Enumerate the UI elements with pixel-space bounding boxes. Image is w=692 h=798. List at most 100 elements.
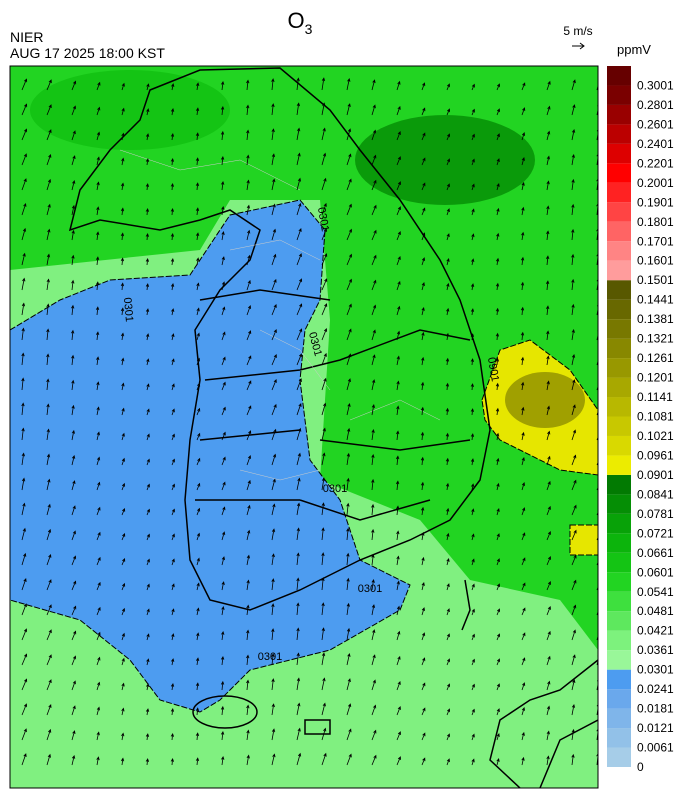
wind-arrow <box>96 156 100 166</box>
colorbar-box <box>607 202 631 222</box>
field-lowest <box>10 199 411 713</box>
wind-arrow <box>421 506 425 516</box>
wind-arrow <box>271 528 276 541</box>
wind-arrow <box>170 182 175 191</box>
wind-arrow <box>396 130 401 141</box>
wind-arrow <box>246 305 252 316</box>
wind-arrow <box>171 308 175 316</box>
wind-arrow <box>46 79 52 91</box>
wind-arrow <box>496 207 500 216</box>
wind-arrow <box>446 608 450 616</box>
wind-arrow <box>471 133 475 141</box>
wind-arrow <box>321 328 328 341</box>
wind-arrow <box>171 558 175 566</box>
wind-arrow <box>271 253 277 266</box>
wind-arrow <box>271 78 275 91</box>
wind-arrow <box>421 331 425 341</box>
wind-arrow <box>571 79 576 91</box>
wind-arrow <box>546 530 551 541</box>
wind-arrow <box>96 631 101 641</box>
wind-arrow <box>46 629 52 641</box>
wind-arrow <box>271 553 275 566</box>
wind-arrow <box>171 533 175 541</box>
wind-arrow <box>546 630 551 641</box>
wind-arrow <box>520 356 525 366</box>
wind-arrow <box>321 352 327 366</box>
wind-arrow <box>571 479 577 491</box>
wind-arrow <box>195 232 200 241</box>
wind-arrow <box>346 753 352 766</box>
colorbar-box <box>607 416 631 436</box>
wind-arrow <box>321 627 325 641</box>
colorbar-label: 0.1501 <box>637 273 674 287</box>
wind-arrow <box>421 707 426 716</box>
wind-arrow <box>221 331 226 341</box>
colorbar-box <box>607 221 631 242</box>
wind-arrow <box>96 456 101 466</box>
wind-arrow <box>371 704 377 716</box>
wind-arrow <box>145 283 150 291</box>
wind-arrow <box>496 457 500 466</box>
colorbar-label: 0.0721 <box>637 526 674 540</box>
wind-arrow <box>21 753 27 766</box>
wind-arrow <box>496 708 500 716</box>
wind-arrow <box>21 327 25 341</box>
wind-arrow <box>496 83 501 91</box>
wind-arrow <box>521 231 525 241</box>
wind-arrow <box>220 130 225 141</box>
wind-arrow <box>520 281 525 291</box>
wind-arrow <box>496 633 501 641</box>
wind-arrow <box>121 132 125 141</box>
wind-arrow <box>171 408 175 416</box>
wind-arrow <box>470 458 475 466</box>
wind-arrow <box>496 133 500 141</box>
colorbar-box <box>607 66 631 86</box>
colorbar-unit: ppmV <box>617 42 651 57</box>
wind-arrow <box>120 282 125 291</box>
wind-arrow <box>496 108 500 116</box>
wind-arrow <box>146 583 150 591</box>
wind-arrow <box>546 655 551 666</box>
wind-arrow <box>396 380 400 391</box>
wind-arrow <box>121 357 125 366</box>
colorbar-box <box>607 85 631 105</box>
wind-arrow <box>195 107 200 116</box>
wind-arrow <box>146 633 150 641</box>
wind-arrow <box>421 732 426 741</box>
wind-arrow <box>271 603 275 616</box>
wind-arrow <box>296 502 301 516</box>
wind-arrow <box>171 433 175 441</box>
wind-arrow <box>546 605 551 616</box>
wind-arrow <box>346 627 351 641</box>
wind-arrow <box>96 606 101 616</box>
wind-arrow <box>296 527 300 541</box>
wind-arrow <box>571 153 575 166</box>
wind-arrow <box>396 580 400 591</box>
colorbar-box <box>607 241 631 261</box>
wind-arrow <box>271 403 277 416</box>
wind-arrow <box>470 283 475 291</box>
wind-arrow <box>471 658 475 666</box>
wind-arrow <box>170 133 175 141</box>
wind-arrow <box>346 678 351 691</box>
wind-arrow <box>371 229 377 241</box>
wind-arrow <box>496 658 501 666</box>
wind-arrow <box>146 383 150 391</box>
wind-arrow <box>446 708 451 716</box>
wind-arrow <box>121 457 125 466</box>
wind-arrow <box>321 253 328 266</box>
contour-label: 0301 <box>315 206 331 232</box>
wind-arrow <box>496 583 500 591</box>
wind-arrow <box>321 77 326 91</box>
wind-arrow <box>496 232 500 241</box>
wind-arrow <box>321 727 327 741</box>
wind-arrow <box>196 532 201 541</box>
wind-arrow <box>346 353 352 366</box>
wind-arrow <box>46 654 52 666</box>
wind-arrow <box>396 156 401 166</box>
wind-arrow <box>220 705 225 716</box>
wind-arrow <box>146 508 150 516</box>
wind-arrow <box>446 83 450 91</box>
wind-arrow <box>221 431 226 441</box>
wind-arrow <box>195 657 200 666</box>
